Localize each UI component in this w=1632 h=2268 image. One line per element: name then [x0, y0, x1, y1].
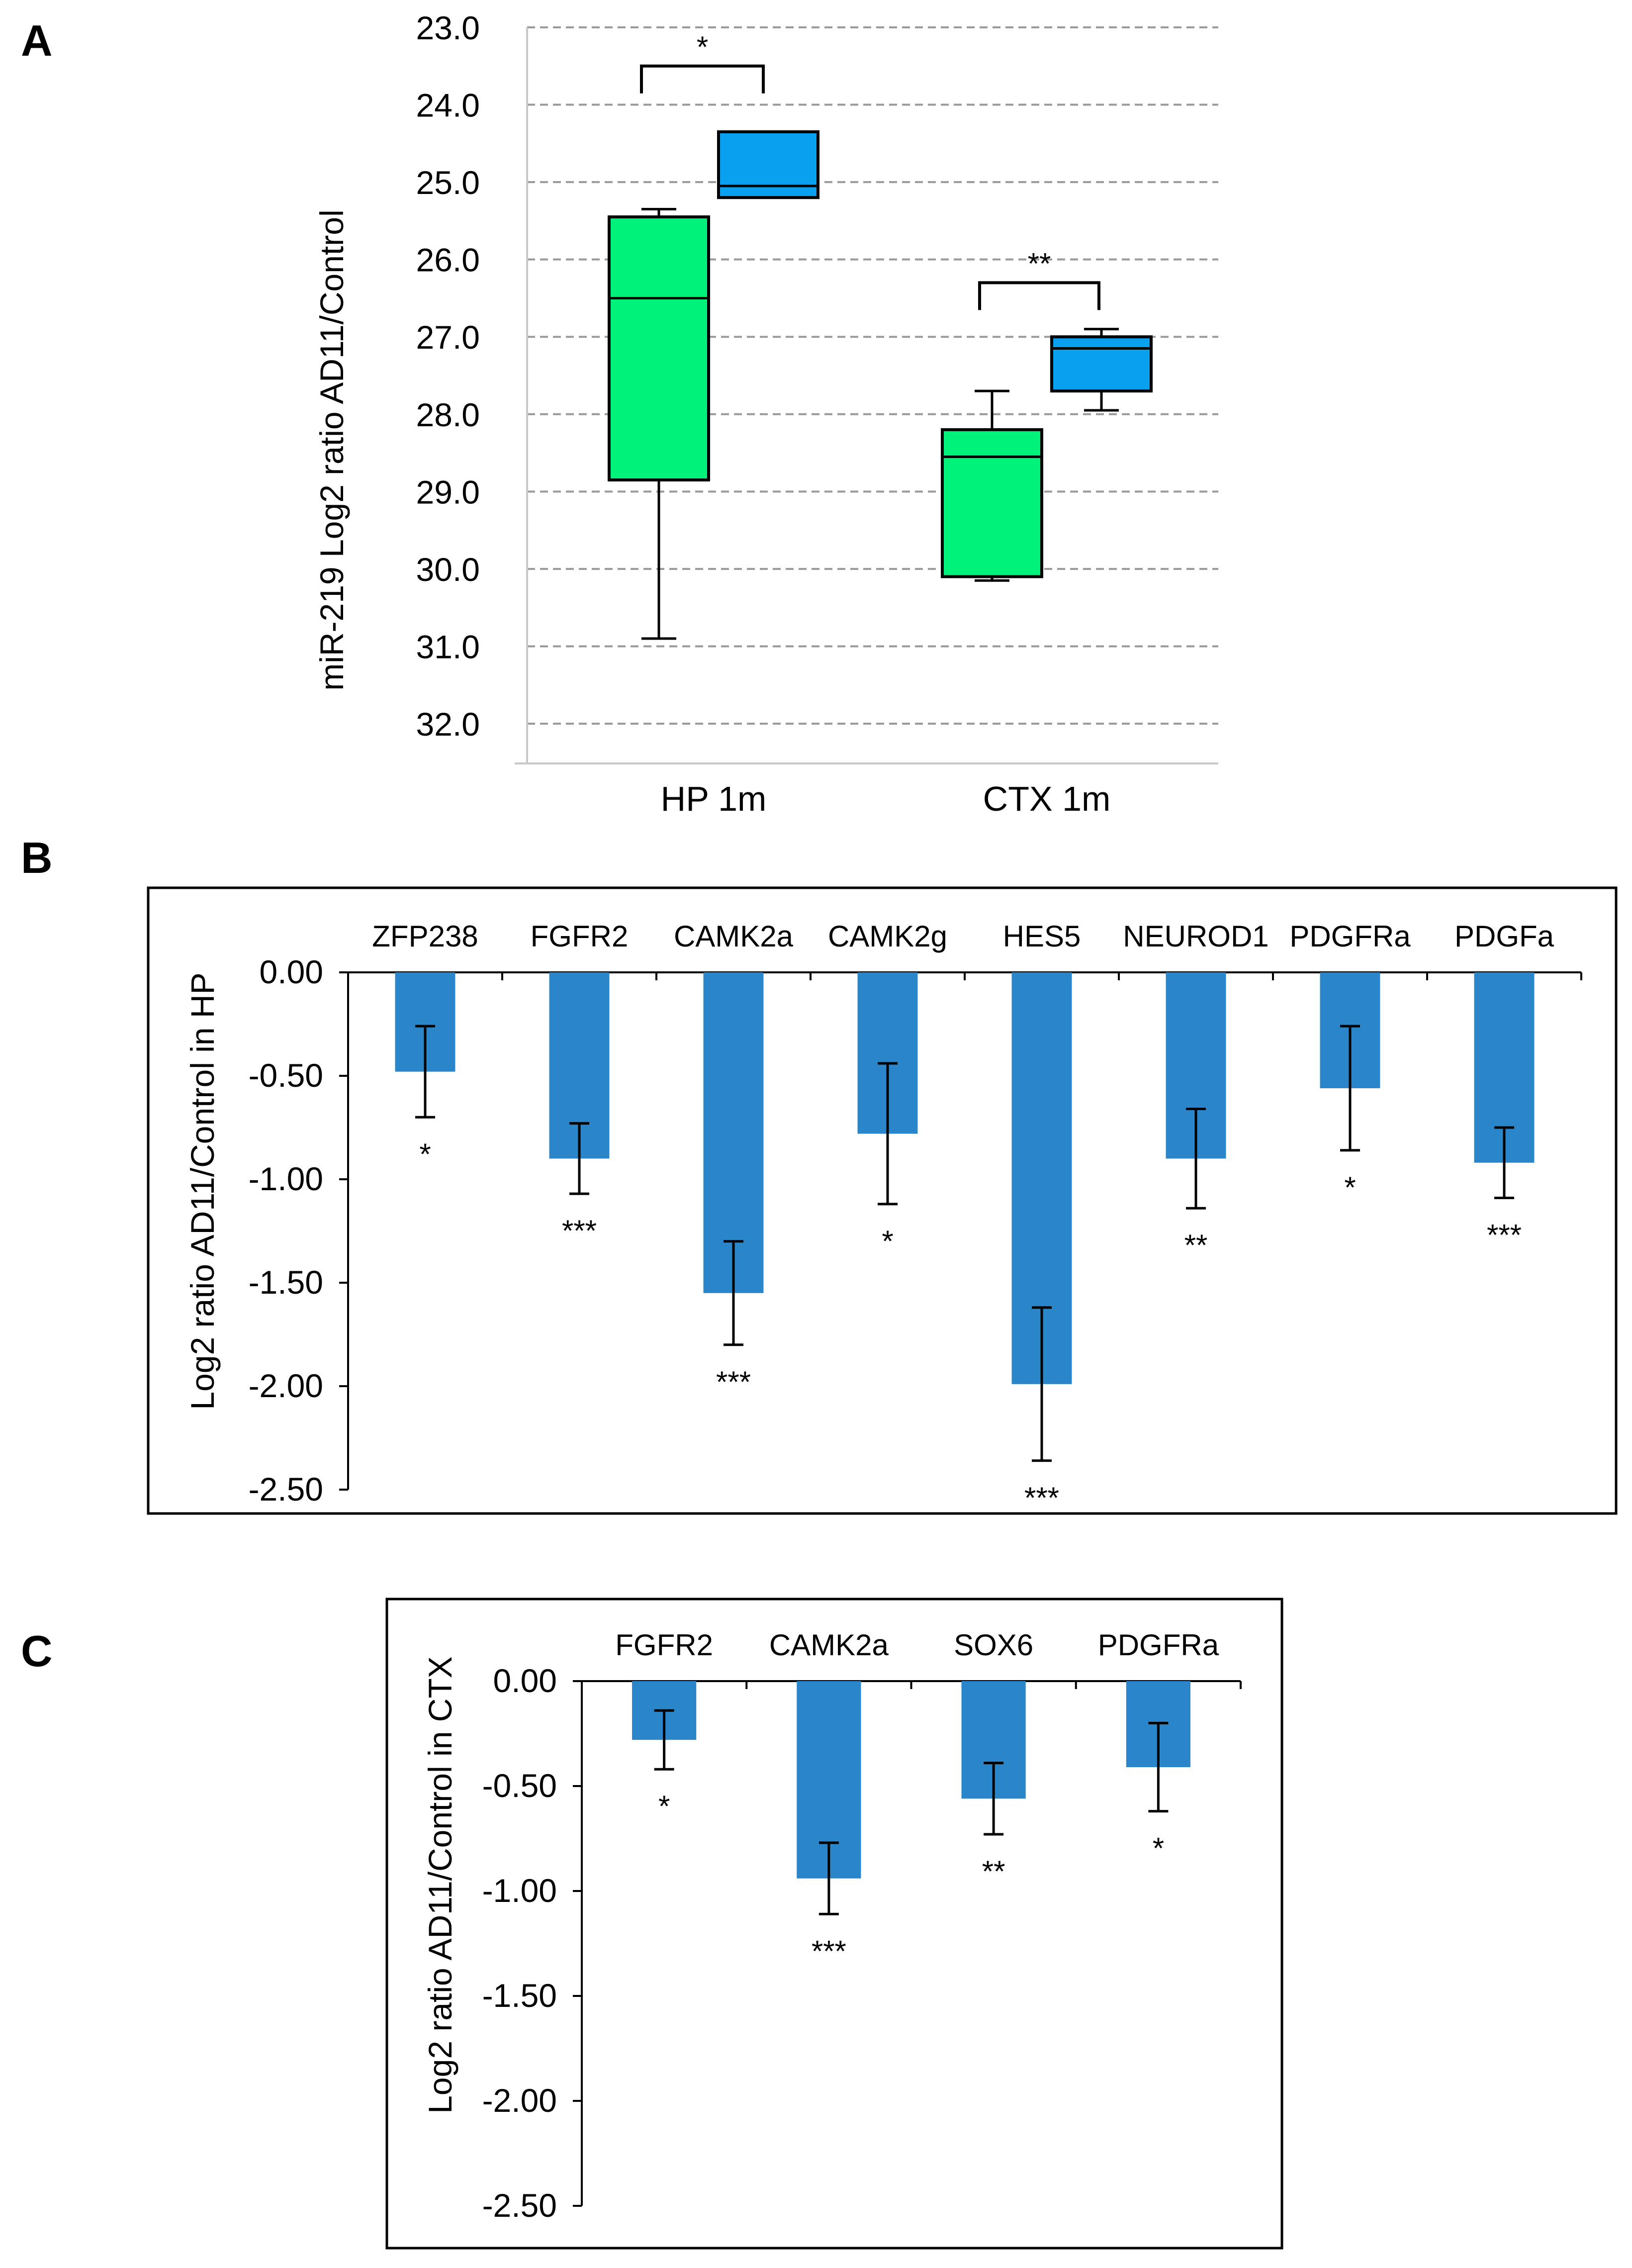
y-tick-label-3: -1.50 — [249, 1264, 323, 1301]
panel-b-ylabel: Log2 ratio AD11/Control in HP — [184, 972, 221, 1410]
y-tick-label-4: 27.0 — [416, 319, 480, 356]
category-label-2: CAMK2a — [674, 920, 794, 953]
significance-label-0: * — [658, 1790, 670, 1823]
significance-label-3: * — [1153, 1832, 1164, 1865]
significance-label-1: *** — [812, 1934, 846, 1968]
category-label-1: FGFR2 — [531, 920, 629, 953]
category-label-4: HES5 — [1003, 920, 1081, 953]
bar-camk2a — [703, 972, 764, 1293]
y-tick-label-2: -1.00 — [482, 1872, 557, 1909]
category-label-3: PDGFRa — [1098, 1628, 1219, 1662]
category-label-5: NEUROD1 — [1123, 920, 1269, 953]
y-tick-label-6: 29.0 — [416, 473, 480, 510]
y-tick-label-5: -2.50 — [482, 2187, 557, 2224]
y-tick-label-9: 32.0 — [416, 706, 480, 743]
significance-label-2: ** — [982, 1855, 1005, 1888]
y-tick-label-3: 26.0 — [416, 242, 480, 279]
category-label-0: HP 1m — [661, 779, 767, 818]
box-blue — [1050, 335, 1153, 393]
y-tick-label-4: -2.00 — [249, 1367, 323, 1404]
significance-bracket — [640, 64, 765, 94]
y-tick-label-8: 31.0 — [416, 628, 480, 665]
panel-a-boxplot: 23.0 24.0 25.0 26.0 27.0 28.0 29.0 30.0 31.0 32.0… — [416, 9, 1218, 818]
y-tick-label-5: 28.0 — [416, 396, 480, 433]
y-tick-label-5: -2.50 — [249, 1471, 323, 1508]
significance-label-3: * — [882, 1225, 893, 1258]
panel-letter-c: C — [21, 1626, 53, 1676]
significance-label-5: ** — [1184, 1228, 1208, 1262]
category-label-7: PDGFa — [1454, 920, 1554, 953]
y-tick-label-1: -0.50 — [482, 1767, 557, 1804]
significance-label-2: *** — [716, 1365, 751, 1399]
panel-letter-a: A — [21, 16, 53, 65]
y-tick-label-0: 23.0 — [416, 9, 480, 46]
significance-label-0: * — [419, 1137, 431, 1171]
category-label-0: ZFP238 — [372, 920, 478, 953]
y-tick-label-2: -1.00 — [249, 1160, 323, 1197]
significance-label-1: *** — [562, 1214, 597, 1247]
y-tick-label-1: 24.0 — [416, 87, 480, 124]
y-tick-label-3: -1.50 — [482, 1977, 557, 2014]
significance-label-6: * — [1344, 1171, 1356, 1204]
category-label-3: CAMK2g — [828, 920, 947, 953]
category-label-2: SOX6 — [954, 1628, 1033, 1662]
panel-letter-b: B — [21, 833, 53, 882]
panel-c-ylabel: Log2 ratio AD11/Control in CTX — [422, 1656, 458, 2114]
y-tick-label-0: 0.00 — [493, 1662, 557, 1699]
category-label-1: CAMK2a — [769, 1628, 889, 1662]
category-label-0: FGFR2 — [615, 1628, 713, 1662]
box-green — [608, 215, 710, 482]
y-tick-label-7: 30.0 — [416, 551, 480, 588]
box-blue — [717, 130, 819, 199]
significance-label-0: * — [697, 30, 708, 64]
significance-bracket — [978, 281, 1100, 310]
y-tick-label-2: 25.0 — [416, 164, 480, 201]
y-tick-label-1: -0.50 — [249, 1057, 323, 1094]
significance-label-4: *** — [1024, 1481, 1059, 1514]
category-label-6: PDGFRa — [1289, 920, 1411, 953]
panel-b-barchart: 0.00 -0.50 -1.00 -1.50 -2.00 -2.50 ZFP238 * FGFR… — [249, 920, 1582, 1514]
y-tick-label-0: 0.00 — [260, 953, 323, 990]
significance-label-1: ** — [1028, 247, 1051, 280]
category-label-1: CTX 1m — [983, 779, 1111, 818]
box-green — [941, 428, 1043, 578]
y-tick-label-4: -2.00 — [482, 2082, 557, 2119]
panel-a-ylabel: miR-219 Log2 ratio AD11/Control — [313, 209, 350, 690]
significance-label-7: *** — [1487, 1218, 1522, 1251]
panel-c-barchart: 0.00 -0.50 -1.00 -1.50 -2.00 -2.50 FGFR2 * CAMK2… — [482, 1628, 1242, 2224]
